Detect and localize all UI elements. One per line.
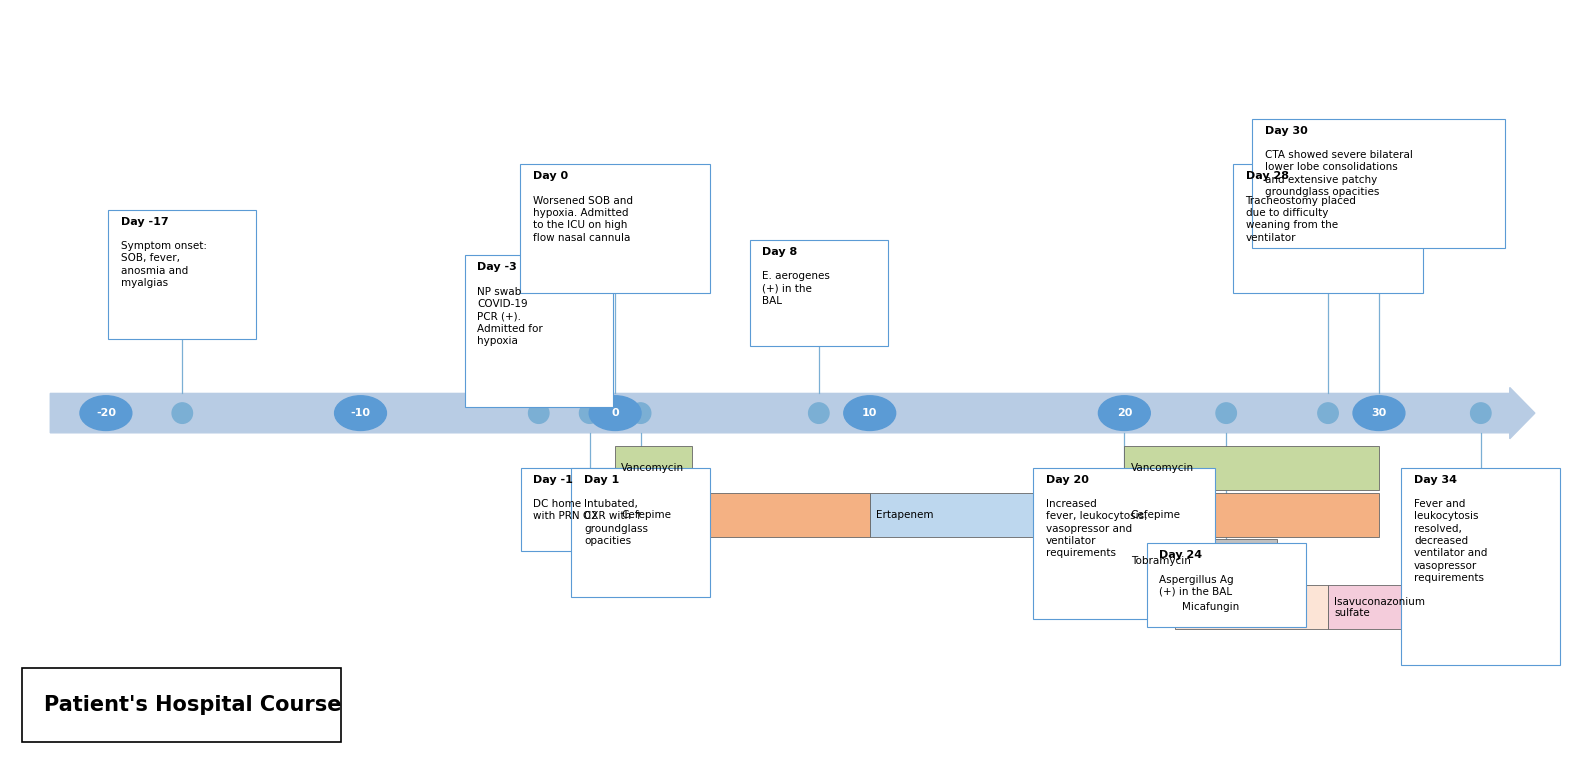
FancyBboxPatch shape — [465, 255, 613, 407]
Ellipse shape — [528, 402, 548, 424]
Ellipse shape — [1216, 402, 1236, 424]
FancyBboxPatch shape — [1175, 585, 1327, 629]
Text: 30: 30 — [1371, 408, 1387, 418]
Text: Patient's Hospital Course: Patient's Hospital Course — [44, 695, 341, 715]
Text: Symptom onset:
SOB, fever,
anosmia and
myalgias: Symptom onset: SOB, fever, anosmia and m… — [121, 241, 207, 288]
Text: 0: 0 — [611, 408, 619, 418]
Ellipse shape — [589, 396, 641, 431]
Text: Ertapenem: Ertapenem — [877, 509, 933, 520]
Ellipse shape — [630, 402, 650, 424]
Ellipse shape — [1098, 396, 1150, 431]
Text: Day -3: Day -3 — [478, 262, 517, 272]
FancyBboxPatch shape — [870, 493, 1073, 537]
Text: Day 20: Day 20 — [1046, 475, 1089, 484]
Text: Day -1: Day -1 — [533, 475, 573, 484]
FancyArrow shape — [50, 387, 1535, 439]
Text: E. aerogenes
(+) in the
BAL: E. aerogenes (+) in the BAL — [762, 271, 829, 306]
Text: Worsened SOB and
hypoxia. Admitted
to the ICU on high
flow nasal cannula: Worsened SOB and hypoxia. Admitted to th… — [533, 196, 633, 243]
FancyBboxPatch shape — [1125, 446, 1379, 490]
Text: NP swab
COVID-19
PCR (+).
Admitted for
hypoxia: NP swab COVID-19 PCR (+). Admitted for h… — [478, 287, 544, 346]
Text: Day 1: Day 1 — [584, 475, 619, 484]
Ellipse shape — [809, 402, 829, 424]
Ellipse shape — [1318, 402, 1338, 424]
Text: Day 34: Day 34 — [1414, 475, 1456, 484]
FancyBboxPatch shape — [1147, 543, 1306, 627]
Text: Fever and
leukocytosis
resolved,
decreased
ventilator and
vasopressor
requiremen: Fever and leukocytosis resolved, decreas… — [1414, 499, 1488, 583]
Text: Aspergillus Ag
(+) in the BAL: Aspergillus Ag (+) in the BAL — [1159, 575, 1235, 597]
FancyBboxPatch shape — [1233, 164, 1423, 293]
Ellipse shape — [844, 396, 895, 431]
FancyBboxPatch shape — [22, 668, 341, 742]
Text: Intubated,
CXR with ↑
groundglass
opacities: Intubated, CXR with ↑ groundglass opacit… — [584, 499, 647, 546]
Ellipse shape — [1470, 402, 1491, 424]
FancyBboxPatch shape — [108, 210, 256, 339]
Text: Day 30: Day 30 — [1265, 126, 1307, 136]
Text: Cefepime: Cefepime — [1131, 509, 1181, 520]
Text: 10: 10 — [862, 408, 878, 418]
Text: Day 0: Day 0 — [533, 171, 567, 181]
Text: Vancomycin: Vancomycin — [622, 463, 685, 474]
Text: Isavuconazonium
sulfate: Isavuconazonium sulfate — [1334, 597, 1425, 618]
Text: Tobramycin: Tobramycin — [1131, 556, 1191, 566]
FancyBboxPatch shape — [520, 164, 710, 293]
FancyBboxPatch shape — [572, 468, 710, 597]
Text: CTA showed severe bilateral
lower lobe consolidations
and extensive patchy
groun: CTA showed severe bilateral lower lobe c… — [1265, 150, 1412, 197]
Ellipse shape — [580, 402, 600, 424]
Text: Vancomycin: Vancomycin — [1131, 463, 1194, 474]
FancyBboxPatch shape — [616, 446, 691, 490]
Text: DC home
with PRN O2: DC home with PRN O2 — [533, 499, 599, 522]
Ellipse shape — [335, 396, 386, 431]
FancyBboxPatch shape — [520, 468, 658, 551]
Ellipse shape — [173, 402, 193, 424]
FancyBboxPatch shape — [616, 493, 870, 537]
Text: Day 24: Day 24 — [1159, 550, 1202, 560]
Text: Day 28: Day 28 — [1246, 171, 1288, 181]
Text: -20: -20 — [96, 408, 116, 418]
Text: Day -17: Day -17 — [121, 217, 168, 227]
FancyBboxPatch shape — [1327, 585, 1481, 629]
Ellipse shape — [1353, 396, 1404, 431]
FancyBboxPatch shape — [1401, 468, 1560, 665]
Text: Cefepime: Cefepime — [622, 509, 671, 520]
FancyBboxPatch shape — [1125, 539, 1277, 583]
Ellipse shape — [1368, 402, 1389, 424]
FancyBboxPatch shape — [1125, 493, 1379, 537]
FancyBboxPatch shape — [1252, 119, 1505, 248]
FancyBboxPatch shape — [1034, 468, 1216, 619]
FancyBboxPatch shape — [749, 240, 888, 346]
Text: Day 8: Day 8 — [762, 247, 798, 257]
Text: Increased
fever, leukocytosis,
vasopressor and
ventilator
requirements: Increased fever, leukocytosis, vasopress… — [1046, 499, 1147, 559]
Text: -10: -10 — [350, 408, 371, 418]
Text: Micafungin: Micafungin — [1181, 602, 1240, 612]
Ellipse shape — [1114, 402, 1134, 424]
Text: Tracheostomy placed
due to difficulty
weaning from the
ventilator: Tracheostomy placed due to difficulty we… — [1246, 196, 1356, 243]
Ellipse shape — [80, 396, 132, 431]
Text: 20: 20 — [1117, 408, 1133, 418]
